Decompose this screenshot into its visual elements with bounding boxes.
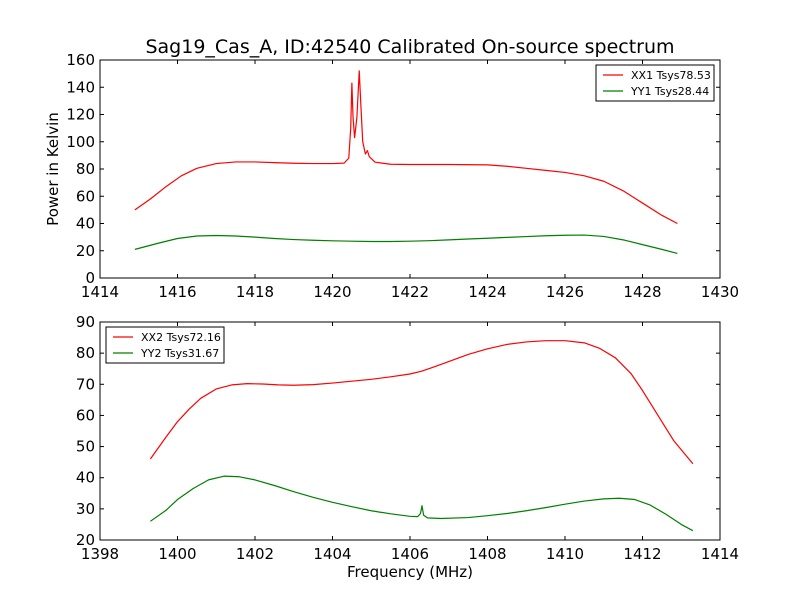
x-tick-label: 1414 xyxy=(81,283,119,301)
figure-title: Sag19_Cas_A, ID:42540 Calibrated On-sour… xyxy=(145,36,674,58)
y-tick-label: 50 xyxy=(76,438,95,456)
legend-entry-1: XX2 Tsys72.16 xyxy=(141,331,221,344)
top-subplot: 1414 1416 1418 1420 1422 1424 1426 1428 1430 0 20 4… xyxy=(44,51,739,301)
x-tick-label: 1422 xyxy=(391,283,429,301)
bottom-subplot: 1398 1400 1402 1404 1406 1408 1410 1412 1414 20 30… xyxy=(76,313,739,581)
x-tick-label: 1412 xyxy=(623,545,661,563)
x-tick-label: 1430 xyxy=(701,283,739,301)
y-tick-label: 80 xyxy=(76,160,95,178)
x-tick-label: 1400 xyxy=(158,545,196,563)
y-tick-label: 20 xyxy=(76,531,95,549)
legend-entry-2: YY2 Tsys31.67 xyxy=(140,347,219,360)
x-tick-label: 1404 xyxy=(313,545,351,563)
x-tick-label: 1408 xyxy=(468,545,506,563)
x-tick-label: 1406 xyxy=(391,545,429,563)
y-tick-label: 80 xyxy=(76,344,95,362)
x-tick-label: 1414 xyxy=(701,545,739,563)
x-tick-label: 1420 xyxy=(313,283,351,301)
y-tick-label: 60 xyxy=(76,187,95,205)
x-tick-label: 1426 xyxy=(546,283,584,301)
x-tick-label: 1398 xyxy=(81,545,119,563)
x-tick-label: 1428 xyxy=(623,283,661,301)
y-tick-label: 20 xyxy=(76,242,95,260)
x-tick-label: 1410 xyxy=(546,545,584,563)
y-tick-label: 60 xyxy=(76,406,95,424)
y-tick-label: 40 xyxy=(76,215,95,233)
y-tick-label: 40 xyxy=(76,469,95,487)
x-tick-label: 1416 xyxy=(158,283,196,301)
legend-box xyxy=(595,64,715,102)
x-axis-label: Frequency (MHz) xyxy=(347,563,473,581)
y-tick-label: 90 xyxy=(76,313,95,331)
legend: XX1 Tsys78.53 YY1 Tsys28.44 xyxy=(595,64,715,102)
y-tick-label: 0 xyxy=(85,269,95,287)
x-tick-label: 1424 xyxy=(468,283,506,301)
legend-entry-2: YY1 Tsys28.44 xyxy=(630,85,709,98)
series-line-1 xyxy=(134,70,678,225)
x-tick-label: 1418 xyxy=(236,283,274,301)
y-tick-label: 70 xyxy=(76,375,95,393)
y-tick-label: 140 xyxy=(66,78,95,96)
series-line-2 xyxy=(134,234,678,255)
legend-entry-1: XX1 Tsys78.53 xyxy=(631,69,711,82)
legend-box xyxy=(105,326,225,364)
legend: XX2 Tsys72.16 YY2 Tsys31.67 xyxy=(105,326,225,364)
y-tick-label: 160 xyxy=(66,51,95,69)
y-tick-label: 120 xyxy=(66,106,95,124)
y-axis-label: Power in Kelvin xyxy=(44,112,62,226)
y-tick-label: 30 xyxy=(76,500,95,518)
y-tick-label: 100 xyxy=(66,133,95,151)
series-line-1 xyxy=(149,340,694,465)
series-line-2 xyxy=(150,475,694,532)
x-tick-label: 1402 xyxy=(236,545,274,563)
